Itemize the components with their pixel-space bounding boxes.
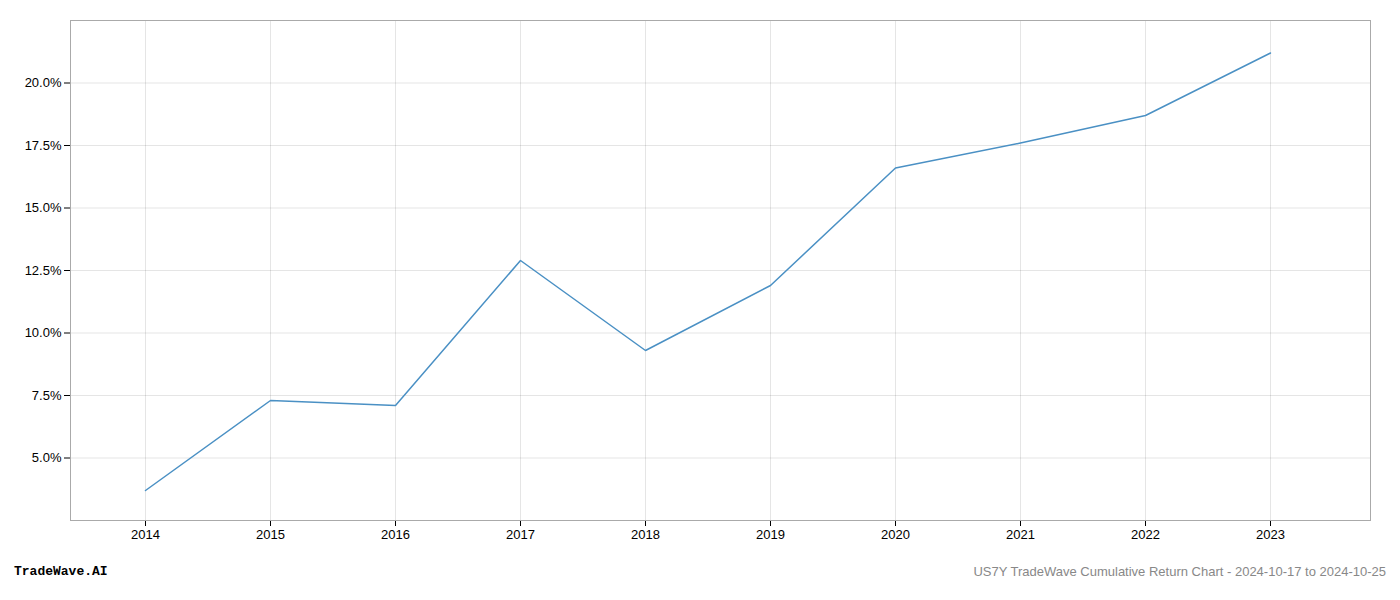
svg-text:12.5%: 12.5% [25,263,62,278]
svg-text:2018: 2018 [631,527,660,542]
svg-text:7.5%: 7.5% [32,388,62,403]
svg-text:10.0%: 10.0% [25,325,62,340]
svg-text:2022: 2022 [1131,527,1160,542]
svg-text:2019: 2019 [756,527,785,542]
svg-text:2015: 2015 [256,527,285,542]
html-text:US7Y TradeWave Cumulative Retu: US7Y TradeWave Cumulative Return Chart -… [973,564,1386,579]
svg-text:5.0%: 5.0% [32,450,62,465]
html-text:TradeWave.AI: TradeWave.AI [14,564,108,579]
svg-text:2023: 2023 [1256,527,1285,542]
svg-text:2016: 2016 [381,527,410,542]
svg-text:17.5%: 17.5% [25,138,62,153]
svg-text:15.0%: 15.0% [25,200,62,215]
svg-text:2020: 2020 [881,527,910,542]
svg-text:2014: 2014 [131,527,160,542]
svg-text:2017: 2017 [506,527,535,542]
svg-text:2021: 2021 [1006,527,1035,542]
svg-text:20.0%: 20.0% [25,75,62,90]
